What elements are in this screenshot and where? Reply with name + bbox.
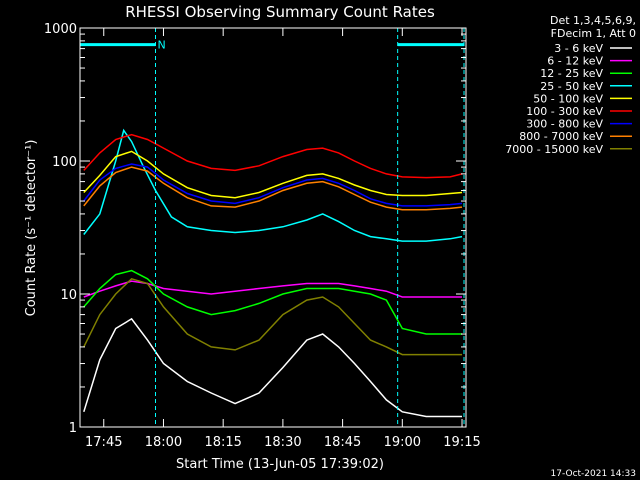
series-line-1 [83, 280, 462, 298]
legend-label-6: 300 - 800 keV [526, 118, 603, 131]
x-tick-label-5: 19:00 [384, 435, 421, 450]
footer-date: 17-Oct-2021 14:33 [551, 469, 636, 479]
legend-label-5: 100 - 300 keV [526, 105, 603, 118]
series-line-0 [83, 317, 462, 418]
y-tick-label-0: 1 [69, 421, 77, 436]
legend-label-3: 25 - 50 keV [540, 80, 603, 93]
series-line-6 [83, 163, 463, 207]
x-axis-label: Start Time (13-Jun-05 17:39:02) [176, 457, 384, 472]
x-tick-label-3: 18:30 [264, 435, 301, 450]
series-line-7 [83, 166, 463, 211]
series-line-8 [83, 277, 462, 356]
x-tick-label-2: 18:15 [204, 435, 241, 450]
y-tick-label-3: 1000 [44, 22, 77, 37]
series-line-4 [83, 150, 463, 199]
x-tick-label-1: 18:00 [145, 435, 182, 450]
legend-label-4: 50 - 100 keV [533, 92, 603, 105]
series-line-5 [83, 133, 463, 179]
legend-label-1: 6 - 12 keV [547, 55, 603, 68]
y-tick-label-2: 100 [52, 155, 77, 170]
legend-label-0: 3 - 6 keV [554, 42, 603, 55]
x-tick-label-0: 17:45 [85, 435, 122, 450]
series-line-2 [83, 269, 462, 335]
legend-header-1: FDecim 1, Att 0 [551, 27, 636, 40]
y-axis-label: Count Rate (s⁻¹ detector⁻¹) [24, 140, 39, 317]
plot-frame [79, 27, 467, 428]
legend: Det 1,3,4,5,6,9,FDecim 1, Att 0 3 - 6 keV… [505, 14, 636, 156]
legend-label-2: 12 - 25 keV [540, 67, 603, 80]
legend-label-8: 7000 - 15000 keV [505, 143, 603, 156]
annotation-0: N [157, 39, 165, 52]
series-layer [83, 128, 463, 418]
y-tick-label-1: 10 [60, 288, 77, 303]
axis-layer: 17:45 18:00 18:15 18:30 18:45 19:00 19:15 1 10 10… [44, 22, 481, 450]
chart-title: RHESSI Observing Summary Count Rates [125, 3, 435, 21]
x-tick-label-6: 19:15 [443, 435, 480, 450]
series-line-3 [83, 128, 463, 242]
legend-label-7: 800 - 7000 keV [519, 130, 603, 143]
marker-layer: N [80, 28, 465, 427]
legend-header-0: Det 1,3,4,5,6,9, [550, 14, 636, 27]
x-tick-label-4: 18:45 [324, 435, 361, 450]
